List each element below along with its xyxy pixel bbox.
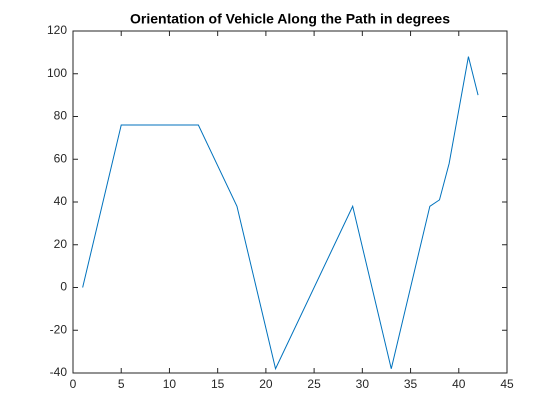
x-tick-label: 45 — [500, 377, 514, 391]
x-tick-label: 35 — [404, 377, 418, 391]
x-tick-label: 30 — [356, 377, 370, 391]
y-tick-label: 20 — [54, 237, 68, 251]
y-tick-label: 120 — [47, 23, 67, 37]
y-tick-label: -40 — [50, 365, 68, 379]
x-tick-label: 0 — [70, 377, 77, 391]
y-tick-label: 40 — [54, 194, 68, 208]
x-tick-label: 5 — [118, 377, 125, 391]
y-tick-label: 60 — [54, 151, 68, 165]
data-line — [82, 56, 479, 371]
y-tick-label: 100 — [47, 66, 67, 80]
x-tick-label: 10 — [163, 377, 177, 391]
plot-area — [72, 30, 508, 374]
y-tick-label: 0 — [60, 280, 67, 294]
x-tick-label: 20 — [259, 377, 273, 391]
y-tick-label: 80 — [54, 109, 68, 123]
x-tick-label: 25 — [307, 377, 321, 391]
chart-title: Orientation of Vehicle Along the Path in… — [130, 11, 450, 27]
x-tick-label: 15 — [211, 377, 225, 391]
y-tick-label: -20 — [50, 322, 68, 336]
x-tick-label: 40 — [452, 377, 466, 391]
